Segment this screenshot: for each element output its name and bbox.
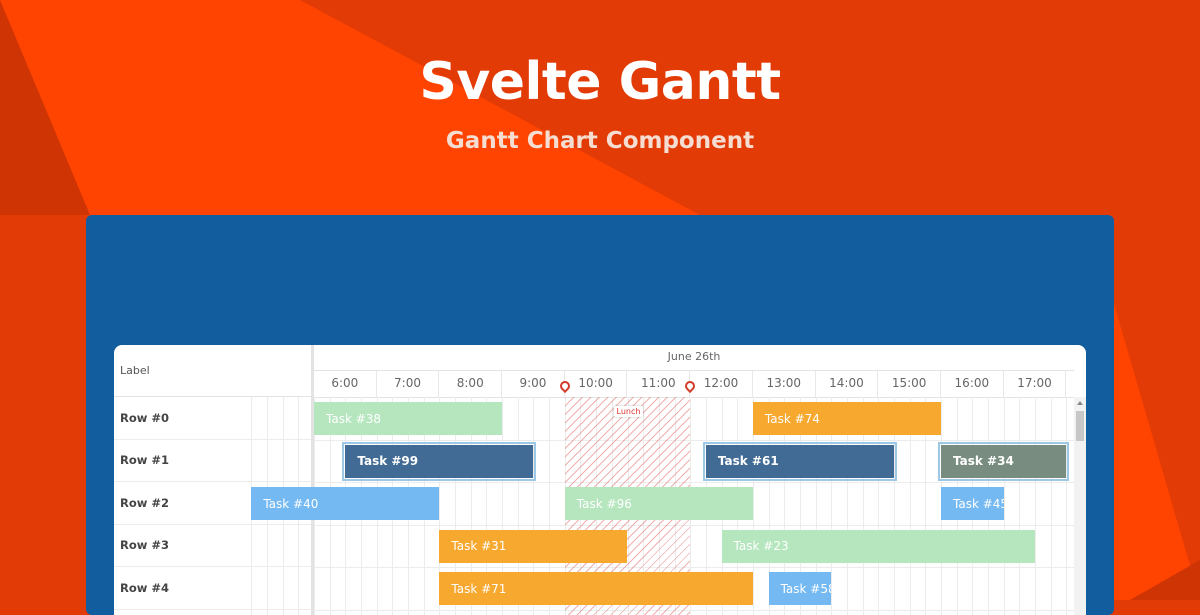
grid-line: [815, 397, 817, 615]
grid-line: [799, 397, 801, 615]
hour-label: 16:00: [941, 370, 1004, 397]
grid-line: [549, 397, 551, 615]
hour-label: 10:00: [565, 370, 628, 397]
table-row[interactable]: Row #3: [114, 525, 311, 567]
grid-line: [470, 397, 472, 615]
hour-label: 12:00: [690, 370, 753, 397]
row-divider: [314, 439, 1074, 441]
grid-line: [1035, 397, 1037, 615]
vertical-scrollbar[interactable]: [1074, 397, 1086, 615]
table-row[interactable]: Row #4: [114, 567, 311, 610]
hour-label: 15:00: [878, 370, 941, 397]
task-bar[interactable]: Task #61: [702, 441, 897, 481]
grid-line: [1050, 397, 1052, 615]
hour-label: 7:00: [377, 370, 440, 397]
hour-label: 9:00: [502, 370, 565, 397]
hour-label: 6:00: [314, 370, 377, 397]
grid-line: [846, 397, 848, 615]
task-bar[interactable]: Task #31: [439, 529, 628, 563]
timeline: June 26th 6:00 7:00 8:00 9:00 10:00 11:00 12:0…: [251, 345, 1084, 615]
grid-line: [768, 397, 770, 615]
grid-line: [1066, 397, 1068, 615]
scroll-up-arrow-icon[interactable]: [1077, 401, 1083, 405]
task-bar[interactable]: Task #99: [342, 441, 537, 481]
task-bar[interactable]: Task #71: [439, 572, 753, 605]
task-bar[interactable]: Task #74: [752, 402, 941, 435]
table-header-label: Label: [114, 345, 311, 397]
grid-line: [752, 397, 754, 615]
grid-line: [893, 397, 895, 615]
table-row[interactable]: Row #0: [114, 397, 311, 440]
task-bar[interactable]: Task #38: [314, 402, 503, 435]
grid-line: [1019, 397, 1021, 615]
grid-line: [784, 397, 786, 615]
grid-line: [925, 397, 927, 615]
task-bar[interactable]: Task #34: [937, 441, 1070, 481]
hour-label: 14:00: [816, 370, 879, 397]
row-divider: [314, 609, 1074, 611]
row-divider: [314, 482, 1074, 483]
task-bar[interactable]: Task #45: [941, 487, 1004, 520]
task-bar[interactable]: Task #58: [768, 572, 832, 605]
hour-label: 13:00: [753, 370, 816, 397]
grid-line: [517, 397, 519, 615]
grid-line: [439, 397, 441, 615]
lunch-label: Lunch: [613, 406, 644, 417]
row-label-table: Label Row #0 Row #1 Row #2 Row #3 Row #4: [114, 345, 314, 615]
grid-line: [878, 397, 880, 615]
date-header: June 26th: [314, 345, 1074, 371]
hour-label: 17:00: [1004, 370, 1067, 397]
grid-line: [486, 397, 488, 615]
grid-line: [502, 397, 504, 615]
task-bar[interactable]: Task #23: [721, 529, 1036, 563]
scroll-thumb[interactable]: [1076, 411, 1084, 441]
hour-header: 6:00 7:00 8:00 9:00 10:00 11:00 12:00 13:00 14:0…: [314, 370, 1074, 398]
gantt-chart: Label Row #0 Row #1 Row #2 Row #3 Row #4 Jun…: [114, 345, 1086, 615]
hour-label: 11:00: [628, 370, 691, 397]
task-bar[interactable]: Task #96: [564, 487, 753, 520]
hero-subtitle: Gantt Chart Component: [445, 128, 755, 154]
grid-line: [862, 397, 864, 615]
grid-line: [909, 397, 911, 615]
task-bar[interactable]: Task #40: [251, 487, 440, 520]
row-divider: [314, 524, 1074, 526]
grid-line: [455, 397, 457, 615]
grid-line: [831, 397, 833, 615]
grid-line: [1003, 397, 1005, 615]
grid-line: [533, 397, 535, 615]
hero-title: Svelte Gantt: [419, 52, 781, 112]
row-divider: [314, 567, 1074, 568]
table-row[interactable]: Row #1: [114, 440, 311, 482]
hour-label: 8:00: [439, 370, 503, 397]
table-row[interactable]: Row #2: [114, 482, 311, 525]
